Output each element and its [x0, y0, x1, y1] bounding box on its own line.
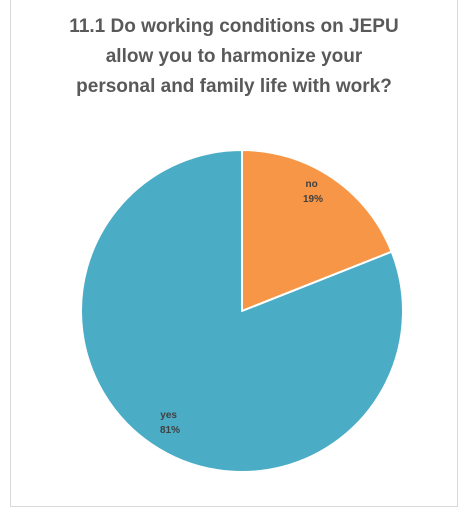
chart-title-line: allow you to harmonize your [105, 46, 363, 67]
chart-title-line: 11.1 Do working conditions on JEPU [69, 16, 399, 37]
chart-title-line: personal and family life with work? [76, 76, 392, 97]
pie-slice-yes [80, 149, 404, 473]
slice-category-yes: yes [160, 410, 177, 421]
pie-data-labels: no 19% yes 81% [160, 179, 323, 436]
slice-category-no: no [306, 179, 318, 190]
slice-value-no: 19% [303, 194, 323, 205]
pie-slices [80, 149, 404, 473]
slice-label-yes: yes 81% [160, 410, 180, 436]
chart-title: 11.1 Do working conditions on JEPU allow… [14, 12, 454, 102]
slice-value-yes: 81% [160, 425, 180, 436]
pie-slice-no [241, 149, 393, 312]
slice-label-no: no 19% [303, 179, 323, 205]
